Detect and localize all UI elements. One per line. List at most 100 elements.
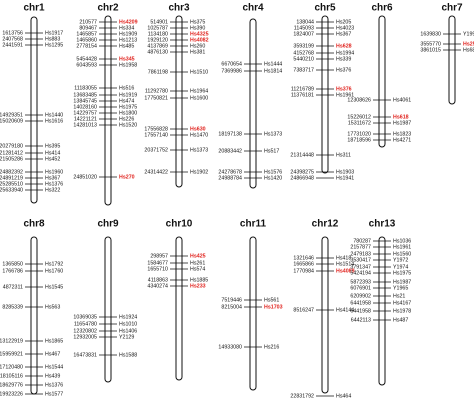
marker-position: 3530417 [350, 257, 371, 263]
marker-position: 20279180 [0, 143, 23, 149]
marker-position: 21505286 [0, 156, 23, 162]
marker-name: Hs1588 [119, 352, 137, 358]
marker-name: Hs1960 [45, 169, 63, 175]
marker-position: 4872311 [3, 284, 23, 290]
marker-position: 1824007 [293, 31, 314, 37]
marker-position: 1639830 [420, 31, 441, 37]
highlighted-marker-name: Hs628 [336, 43, 352, 49]
marker-position: 25633940 [0, 187, 23, 193]
marker-name: Hs1510 [190, 69, 208, 75]
marker-position: 24851020 [73, 174, 97, 180]
chromosome-chr8: chr8 1365850 Hs1792 1766786 Hs1760 4872311 Hs1… [0, 219, 63, 398]
marker-name: Hs1376 [45, 181, 63, 187]
marker-name: Hs1961 [393, 244, 411, 250]
marker-position: 3861015 [420, 47, 441, 53]
highlighted-marker-name: Hs4082 [190, 37, 209, 43]
marker-name: Hs1978 [393, 308, 411, 314]
marker-name: Hs1903 [336, 169, 354, 175]
marker-name: Hs311 [336, 152, 351, 158]
marker-position: 14221121 [74, 116, 97, 122]
marker-name: Hs339 [336, 56, 351, 62]
chromosome-label: chr4 [242, 3, 264, 14]
marker-name: Hs1865 [45, 338, 63, 344]
marker-name: Y1974 [393, 264, 408, 270]
marker-name: Hs4144 [336, 307, 354, 313]
marker-position: 514901 [150, 19, 168, 25]
marker-name: Hs1964 [190, 88, 208, 94]
marker-position: 2441591 [2, 42, 23, 48]
marker-name: Hs4167 [393, 300, 411, 306]
marker-position: 6043593 [76, 62, 97, 68]
marker-position: 6209902 [350, 293, 371, 299]
chromosome-label: chr2 [97, 3, 119, 14]
chromosome-label: chr11 [240, 219, 267, 230]
marker-position: 298957 [150, 253, 168, 259]
marker-position: 8215004 [221, 304, 242, 310]
highlighted-marker-name: Hs4089 [336, 268, 355, 274]
marker-position: 20371752 [144, 147, 168, 153]
marker-position: 8285339 [2, 304, 23, 310]
marker-name: Y2129 [119, 334, 134, 340]
marker-position: 17557140 [144, 132, 168, 138]
marker-position: 780287 [353, 238, 371, 244]
marker-name: Hs1036 [393, 238, 411, 244]
marker-position: 7861198 [148, 69, 168, 75]
marker-position: 1465857 [76, 31, 97, 37]
marker-position: 1134180 [148, 31, 168, 37]
marker-name: Hs1544 [45, 364, 63, 370]
chromosome-label: chr8 [23, 219, 45, 230]
marker-name: Hs1406 [119, 328, 137, 334]
marker-name: Hs367 [336, 31, 351, 37]
marker-name: Hs1823 [393, 131, 411, 137]
chromosome-label: chr3 [168, 3, 190, 14]
marker-position: 14281013 [73, 122, 97, 128]
marker-position: 1321646 [293, 255, 314, 261]
marker-position: 12320802 [73, 328, 97, 334]
chromosome-chr12: chr12 1321646 Hs418 1665866 Hs1514 1770984 Hs4… [290, 219, 354, 400]
marker-position: 12308626 [347, 97, 371, 103]
marker-name: Y1965 [393, 285, 408, 291]
chromosome-label: chr9 [97, 219, 119, 230]
marker-name: Hs21 [393, 293, 405, 299]
marker-name: Hs685 [463, 47, 474, 53]
marker-position: 20883442 [218, 148, 242, 154]
marker-name: Hs322 [45, 187, 60, 193]
marker-position: 22831792 [290, 393, 314, 399]
marker-position: 17731020 [347, 131, 371, 137]
highlighted-marker-name: Hs630 [190, 126, 206, 132]
marker-position: 210577 [79, 19, 97, 25]
marker-position: 14933080 [218, 344, 242, 350]
marker-name: Hs1814 [264, 68, 282, 74]
marker-position: 1655710 [147, 266, 168, 272]
marker-name: Hs1560 [393, 251, 411, 257]
marker-position: 4152768 [293, 50, 314, 56]
marker-position: 25285510 [0, 181, 23, 187]
marker-position: 7519446 [221, 297, 242, 303]
marker-name: Hs1520 [119, 122, 137, 128]
marker-name: Hs1577 [45, 391, 63, 397]
marker-name: Hs883 [45, 36, 60, 42]
marker-position: 24891219 [0, 175, 23, 181]
chromosome-chr11: chr11 7519446 Hs561 8215004 Hs1703 14933080 Hs… [218, 219, 283, 391]
marker-name: Hs1010 [119, 321, 137, 327]
chromosome-chr1: chr1 1613756 Hs1917 2407568 Hs883 2441591 Hs12… [0, 3, 63, 204]
marker-position: 13683485 [73, 92, 97, 98]
marker-name: Hs260 [190, 43, 205, 49]
marker-name: Hs563 [45, 304, 60, 310]
marker-position: 11654780 [74, 321, 97, 327]
marker-position: 1929120 [147, 37, 168, 43]
marker-position: 3791347 [350, 264, 371, 270]
marker-position: 11216789 [291, 86, 314, 92]
marker-name: Hs395 [45, 143, 60, 149]
marker-position: 6442113 [351, 317, 371, 323]
marker-position: 24988784 [218, 175, 242, 181]
marker-name: Hs517 [264, 148, 279, 154]
marker-position: 15311672 [348, 120, 371, 126]
marker-position: 4118863 [148, 277, 168, 283]
chromosome-label: chr10 [166, 219, 193, 230]
marker-position: 4876130 [147, 49, 168, 55]
marker-position: 21314448 [290, 152, 314, 158]
marker-name: Hs1792 [45, 261, 63, 267]
